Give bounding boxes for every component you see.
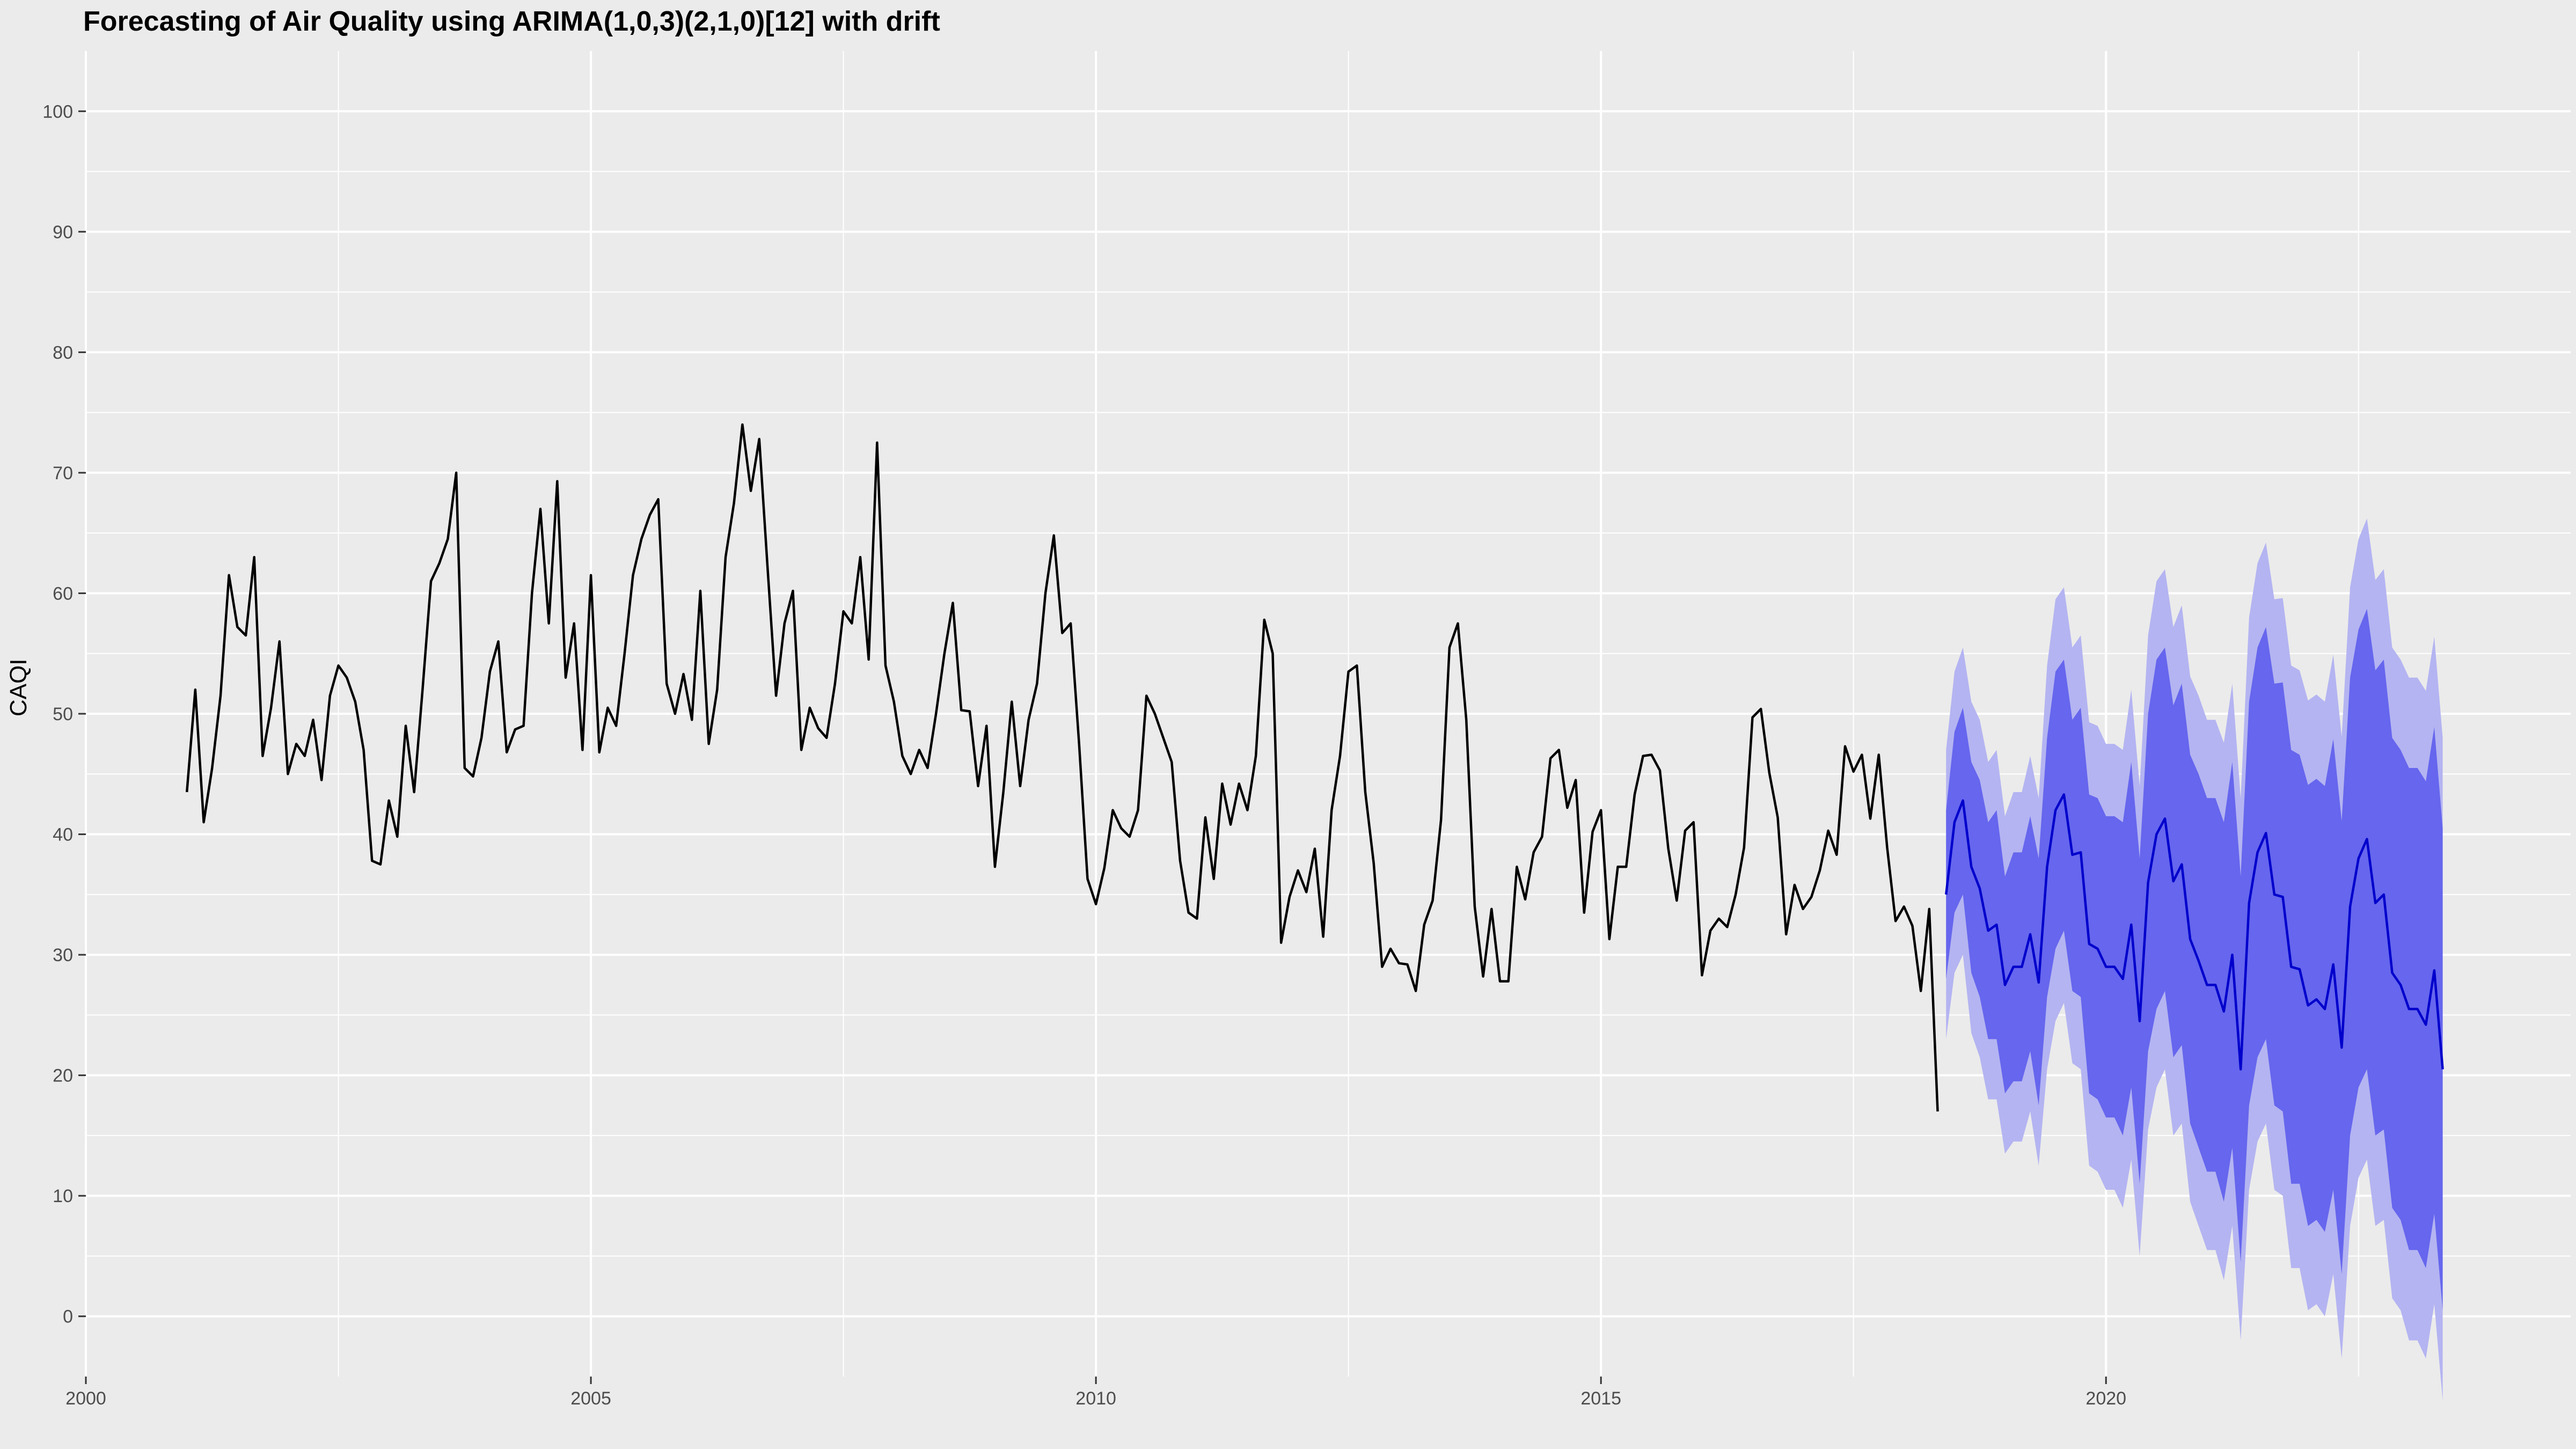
y-tick-label: 80 xyxy=(53,342,73,363)
x-tick-label: 2000 xyxy=(65,1388,106,1409)
y-tick-label: 60 xyxy=(53,583,73,604)
chart-title: Forecasting of Air Quality using ARIMA(1… xyxy=(83,6,940,37)
y-tick-label: 100 xyxy=(42,101,73,122)
y-tick-label: 90 xyxy=(53,222,73,243)
forecast-band-80 xyxy=(1946,609,2443,1311)
y-tick-label: 10 xyxy=(53,1186,73,1206)
y-tick-label: 50 xyxy=(53,704,73,724)
x-tick-label: 2010 xyxy=(1075,1388,1116,1409)
x-tick-label: 2020 xyxy=(2085,1388,2126,1409)
x-tick-label: 2015 xyxy=(1580,1388,1621,1409)
axis-layer: 0 10 20 30 40 50 60 70 80 90 100 2000 2005 2010 2015 20… xyxy=(42,101,2126,1409)
y-tick-label: 0 xyxy=(63,1307,73,1327)
y-tick-label: 70 xyxy=(53,463,73,484)
x-tick-label: 2005 xyxy=(570,1388,611,1409)
observed-series-line xyxy=(185,423,1939,1112)
forecast-mean-line xyxy=(1944,793,2444,1071)
lines-layer xyxy=(185,423,2444,1112)
y-tick-label: 20 xyxy=(53,1066,73,1086)
y-tick-label: 40 xyxy=(53,825,73,845)
y-tick-label: 30 xyxy=(53,945,73,965)
band-80-layer xyxy=(1946,609,2443,1311)
